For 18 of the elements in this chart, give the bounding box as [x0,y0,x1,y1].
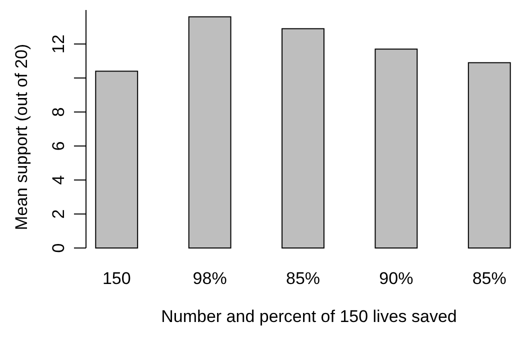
bar [468,62,511,248]
y-tick-label: 2 [49,209,68,219]
bar [95,70,138,248]
y-tick-label: 12 [49,34,68,54]
bar [374,48,418,248]
x-tick-label: 98% [192,269,227,288]
x-tick-label: 150 [102,269,131,288]
y-tick-label: 0 [49,243,68,253]
y-tick-label: 6 [49,141,68,151]
y-tick-label: 8 [49,107,68,117]
x-tick-label: 85% [472,269,506,288]
x-tick-label: 85% [286,269,320,288]
x-axis-title: Number and percent of 150 lives saved [161,307,457,326]
bar [188,16,232,248]
y-axis-title: Mean support (out of 20) [12,44,31,230]
bar [282,28,324,248]
y-tick-label: 4 [49,175,68,185]
x-tick-label: 90% [379,269,414,288]
